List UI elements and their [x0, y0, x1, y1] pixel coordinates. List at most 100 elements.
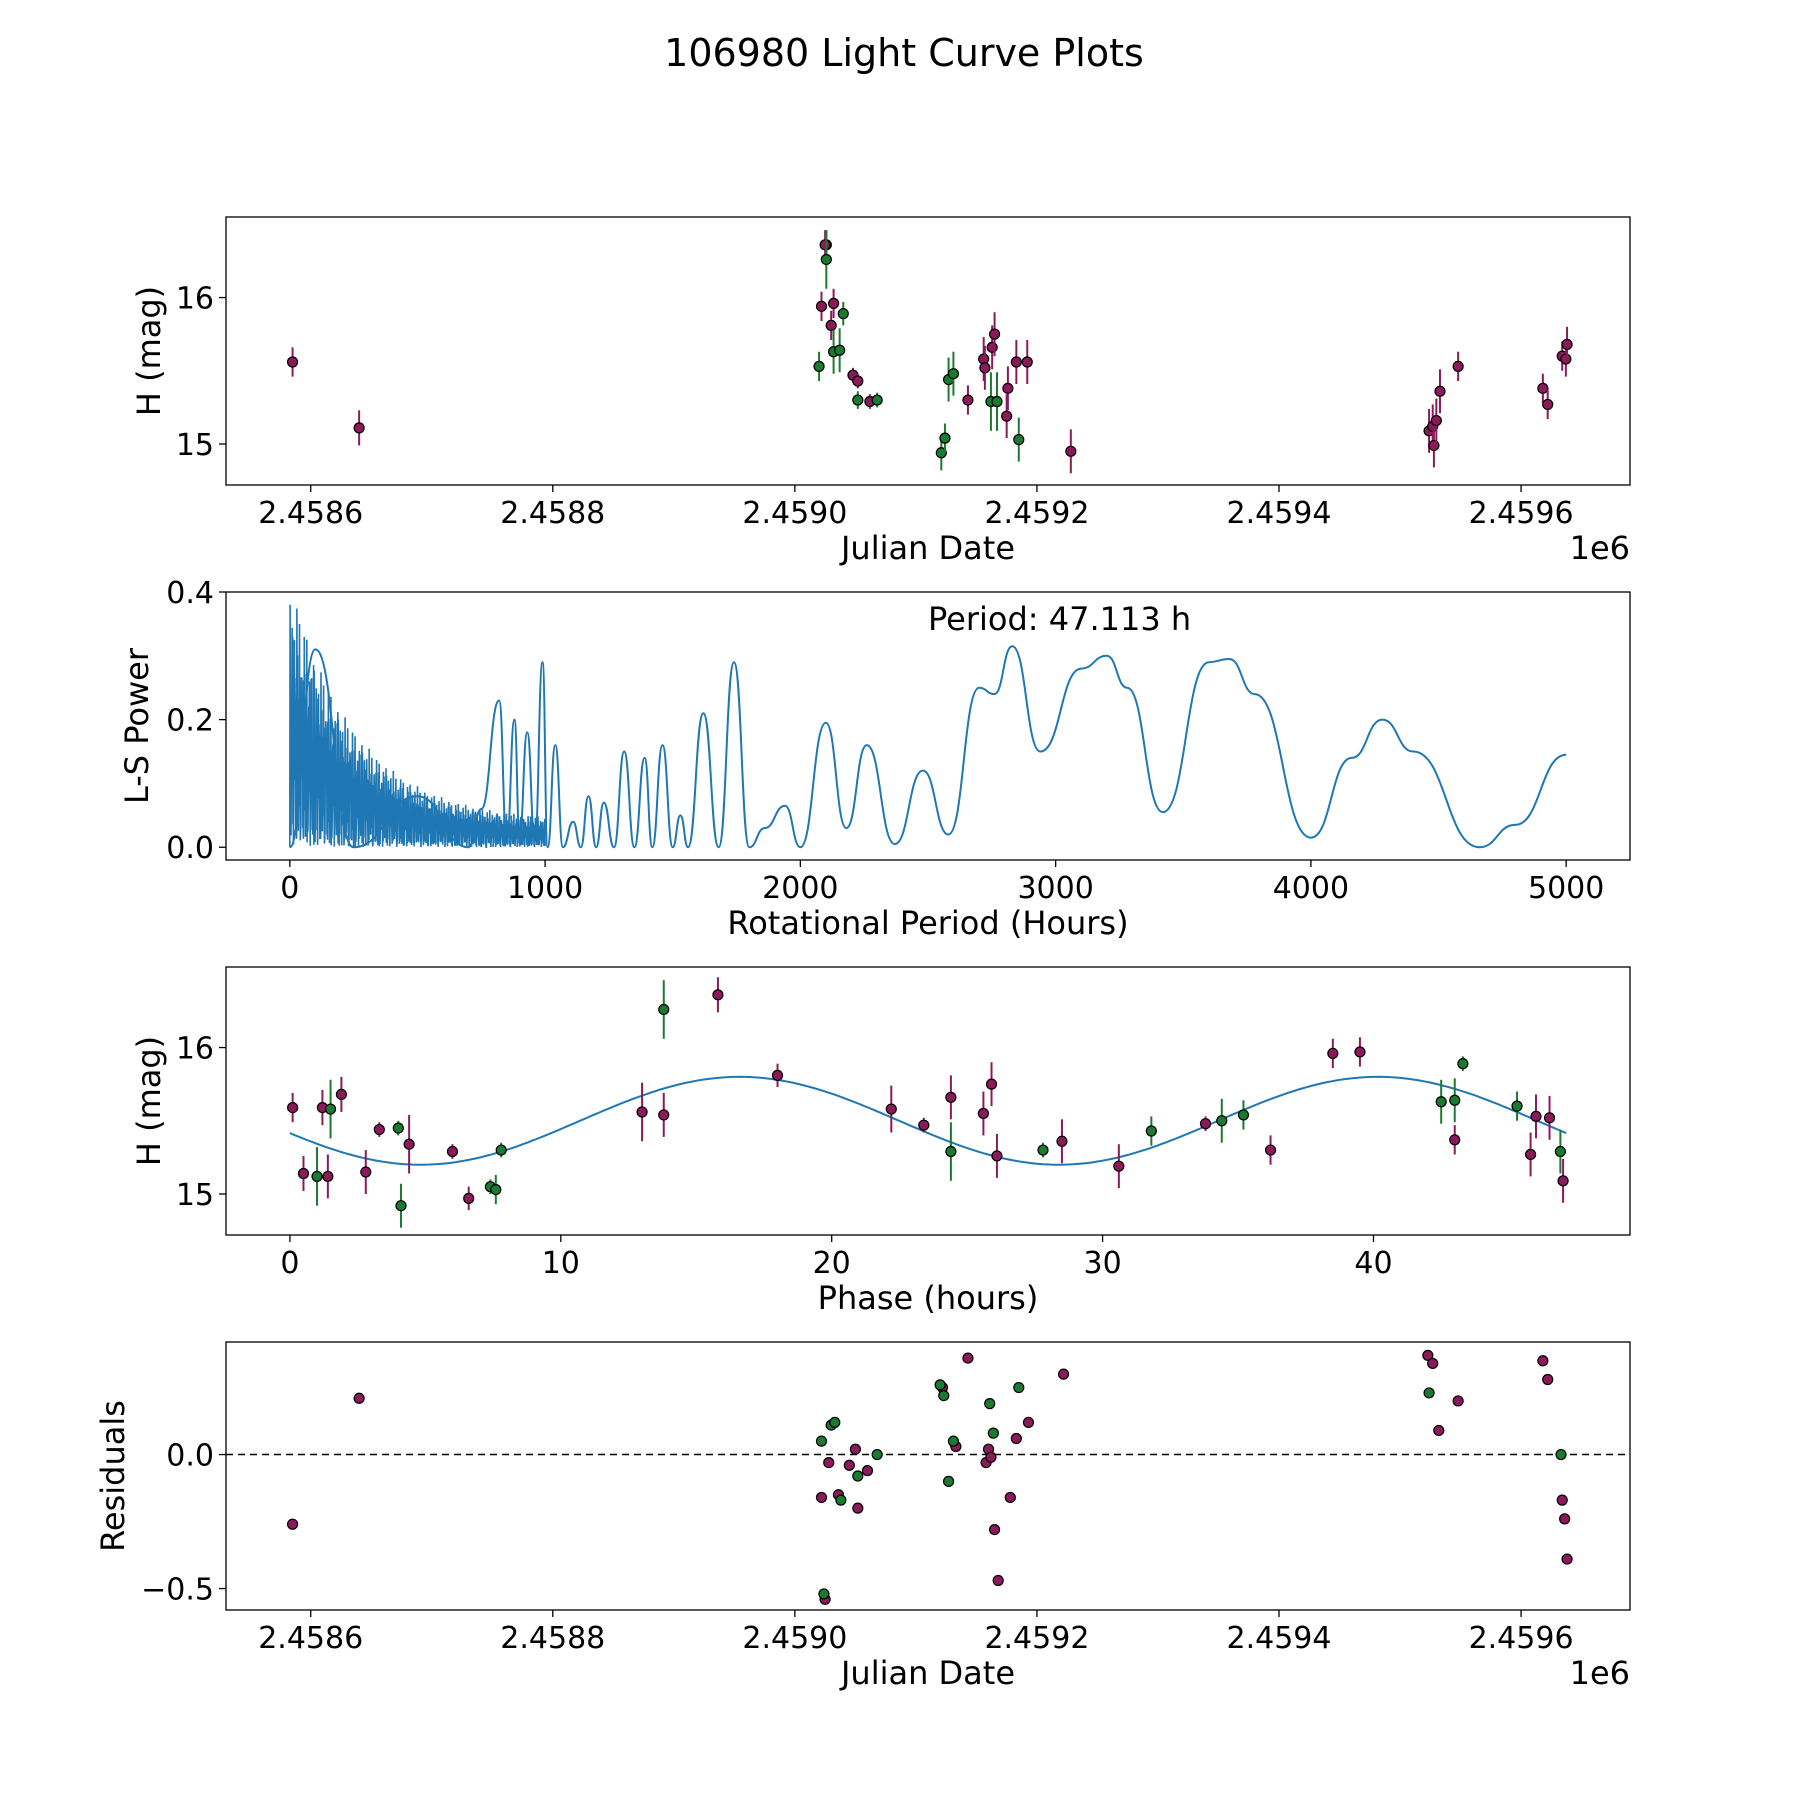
light-curve-point-r [962, 394, 974, 406]
phase-point-g [1511, 1100, 1523, 1112]
periodogram-line [288, 645, 1567, 849]
residuals-ytick-label: 0.0 [166, 1439, 214, 1474]
light-curve-point-r [1001, 410, 1013, 422]
light-curve-point-g [852, 394, 864, 406]
light-curve-point-r [825, 319, 837, 331]
periodogram-xtick-label: 5000 [1528, 871, 1604, 906]
light-curve-point-r [1002, 382, 1014, 394]
phase-point-r [1354, 1046, 1366, 1058]
residuals-xtick-label: 2.4594 [1227, 1621, 1332, 1656]
residuals-point-r [1537, 1355, 1549, 1367]
residuals-point-r [1057, 1368, 1070, 1380]
residuals-point-g [1555, 1448, 1567, 1461]
residuals-xtick-label: 2.4586 [258, 1621, 363, 1656]
residuals-point-r [815, 1491, 828, 1504]
phase-point-r [945, 1091, 957, 1103]
phase-point-r [1524, 1148, 1537, 1161]
residuals-point-r [861, 1465, 874, 1477]
light-curve-point-g [1013, 434, 1025, 446]
light-curve-point-g [939, 432, 951, 444]
panel-residuals: 2.4586 2.4588 2.4590 2.4592 2.4594 2.4596 −0.5… [94, 1341, 1631, 1692]
phase-point-r [1264, 1144, 1277, 1156]
light-curve-xtick-label: 2.4594 [1227, 496, 1332, 531]
periodogram-xtick-label: 2000 [762, 871, 838, 906]
phase-point-g [1037, 1144, 1049, 1156]
light-curve-ytick-label: 15 [176, 428, 214, 463]
light-curve-point-g [820, 253, 832, 266]
phase-marks [287, 977, 1569, 1228]
phase-xlabel: Phase (hours) [818, 1279, 1039, 1317]
periodogram-ytick-label: 0.0 [166, 831, 214, 866]
residuals-point-g [815, 1435, 828, 1447]
residuals-point-g [934, 1379, 946, 1391]
phase-point-g [495, 1144, 507, 1156]
residuals-xtick-label: 2.4588 [500, 1621, 605, 1656]
residuals-point-g [852, 1470, 864, 1482]
phase-point-r [771, 1069, 784, 1081]
residuals-point-r [849, 1443, 861, 1455]
periodogram-ylabel: L-S Power [118, 647, 156, 804]
phase-point-r [1113, 1160, 1125, 1172]
residuals-point-r [992, 1574, 1004, 1587]
residuals-point-g [829, 1416, 841, 1429]
phase-point-r [322, 1170, 334, 1183]
light-curve-point-r [1434, 385, 1446, 397]
periodogram-ytick-label: 0.2 [166, 704, 214, 739]
periodogram-frame [225, 591, 1631, 861]
light-curve-offset: 1e6 [1570, 529, 1630, 567]
residuals-point-g [984, 1398, 996, 1410]
phase-point-g [1216, 1115, 1228, 1127]
phase-point-r [287, 1101, 299, 1114]
light-curve-point-r [986, 341, 998, 353]
periodogram-marks [288, 604, 1567, 849]
residuals-point-g [938, 1389, 950, 1402]
light-curve-xlabel: Julian Date [839, 529, 1015, 567]
light-curve-frame [225, 216, 1631, 486]
residuals-marks [226, 1349, 1630, 1605]
light-curve-point-g [991, 395, 1003, 408]
residuals-point-g [835, 1494, 847, 1506]
light-curve-xtick-label: 2.4588 [500, 496, 605, 531]
phase-point-r [463, 1192, 475, 1204]
residuals-point-g [871, 1448, 883, 1461]
residuals-frame [225, 1341, 1631, 1611]
light-curve-point-g [837, 308, 849, 320]
residuals-point-r [1452, 1395, 1464, 1407]
residuals-xtick-label: 2.4590 [742, 1621, 847, 1656]
light-curve-point-g [834, 344, 846, 356]
light-curve-point-r [1537, 382, 1549, 394]
periodogram-annotation: Period: 47.113 h [928, 600, 1191, 638]
residuals-point-r [1022, 1416, 1035, 1429]
residuals-point-r [1433, 1424, 1445, 1437]
residuals-point-r [1556, 1494, 1568, 1506]
residuals-point-g [1423, 1387, 1435, 1399]
phase-point-g [1457, 1058, 1469, 1070]
light-curve-ylabel: H (mag) [130, 286, 168, 416]
phase-point-r [1199, 1118, 1212, 1130]
periodogram-ytick-label: 0.4 [166, 576, 214, 611]
residuals-xlabel: Julian Date [839, 1654, 1015, 1692]
phase-point-r [1056, 1135, 1068, 1147]
light-curve-point-r [1021, 356, 1033, 368]
phase-xtick-label: 0 [280, 1246, 299, 1281]
residuals-point-r [1004, 1491, 1016, 1504]
periodogram-ticks: 0 1000 2000 3000 4000 5000 0.0 0.2 0.4 [166, 576, 1604, 906]
residuals-point-r [1542, 1373, 1554, 1386]
phase-point-r [658, 1109, 670, 1121]
phase-point-r [636, 1106, 648, 1118]
phase-point-r [297, 1167, 310, 1180]
residuals-point-r [843, 1459, 855, 1471]
phase-point-r [335, 1088, 347, 1101]
phase-point-r [977, 1107, 989, 1120]
light-curve-point-r [1542, 398, 1554, 411]
phase-point-g [392, 1122, 404, 1134]
light-curve-point-r [1561, 338, 1573, 351]
phase-point-g [324, 1103, 337, 1115]
light-curve-point-r [852, 375, 864, 387]
light-curve-marks [286, 230, 1573, 474]
residuals-xtick-label: 2.4596 [1469, 1621, 1574, 1656]
phase-point-r [360, 1166, 372, 1178]
residuals-point-r [962, 1352, 974, 1364]
residuals-point-r [1422, 1349, 1434, 1362]
residuals-point-g [942, 1475, 955, 1487]
